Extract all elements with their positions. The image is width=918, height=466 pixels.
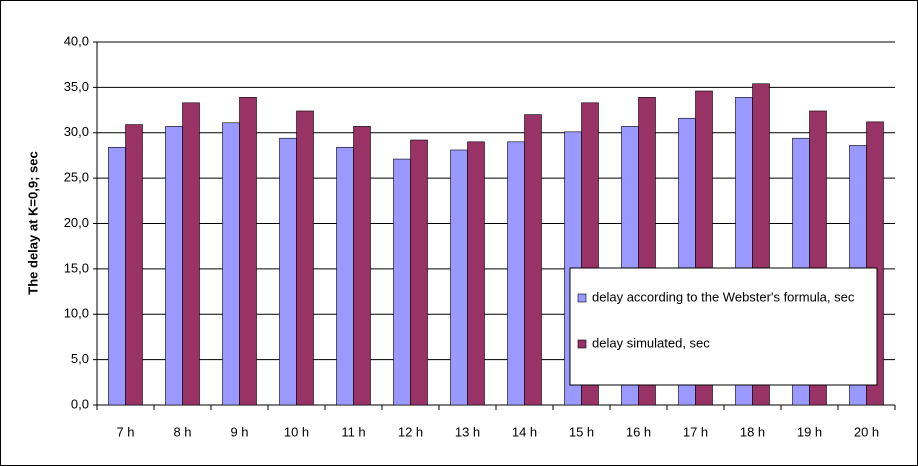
x-tick-label: 16 h xyxy=(626,424,651,439)
x-tick-label: 10 h xyxy=(284,424,309,439)
legend-box xyxy=(569,267,878,386)
bar xyxy=(108,146,126,406)
bar xyxy=(336,146,354,406)
bar xyxy=(165,126,183,406)
x-tick-label: 13 h xyxy=(455,424,480,439)
bar xyxy=(393,158,411,406)
x-tick-label: 19 h xyxy=(797,424,822,439)
y-tick-label: 30,0 xyxy=(64,124,89,139)
bar xyxy=(524,114,542,406)
x-tick-label: 18 h xyxy=(740,424,765,439)
x-tick-label: 11 h xyxy=(341,424,365,439)
bar xyxy=(222,122,240,406)
x-tick-label: 15 h xyxy=(569,424,594,439)
bar xyxy=(279,137,297,406)
bar xyxy=(182,102,200,406)
y-tick-label: 25,0 xyxy=(64,170,89,185)
bar xyxy=(467,141,485,406)
bar xyxy=(353,126,371,406)
x-tick-label: 17 h xyxy=(683,424,708,439)
y-tick-label: 10,0 xyxy=(64,306,89,321)
bar xyxy=(410,139,428,406)
bar xyxy=(125,124,143,406)
y-tick-label: 40,0 xyxy=(64,33,89,48)
y-tick-label: 35,0 xyxy=(64,79,89,94)
x-tick-label: 14 h xyxy=(512,424,537,439)
legend-swatch xyxy=(577,339,587,349)
legend-label: delay according to the Webster's formula… xyxy=(592,289,855,304)
y-tick-label: 5,0 xyxy=(71,351,89,366)
x-tick-label: 8 h xyxy=(173,424,191,439)
bar xyxy=(450,149,468,406)
x-tick-label: 12 h xyxy=(398,424,423,439)
y-tick-label: 0,0 xyxy=(71,396,89,411)
y-tick-label: 15,0 xyxy=(64,260,89,275)
bar xyxy=(296,110,314,406)
y-tick-label: 20,0 xyxy=(64,215,89,230)
legend-swatch xyxy=(577,293,587,303)
bar xyxy=(239,97,257,406)
legend-label: delay simulated, sec xyxy=(592,335,710,350)
x-tick-label: 9 h xyxy=(230,424,248,439)
y-axis-label: The delay at K=0,9; sec xyxy=(25,151,40,294)
x-tick-label: 20 h xyxy=(854,424,879,439)
bar xyxy=(507,141,525,406)
x-tick-label: 7 h xyxy=(116,424,134,439)
